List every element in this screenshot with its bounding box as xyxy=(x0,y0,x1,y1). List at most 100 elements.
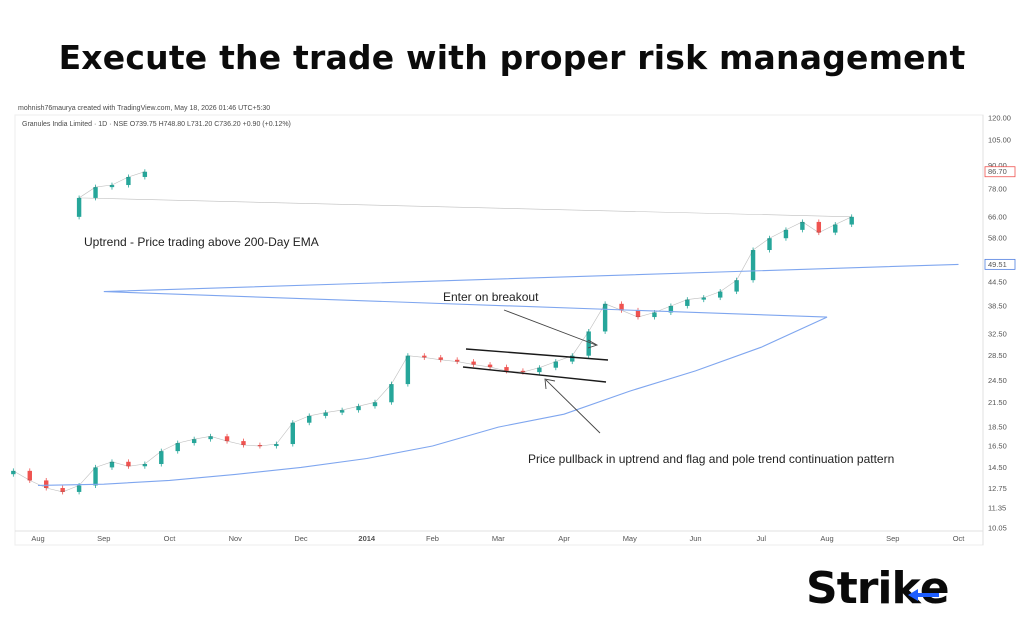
candle-body xyxy=(76,197,82,217)
candle-body xyxy=(109,461,115,468)
candle-body xyxy=(685,299,690,306)
x-tick-label: Sep xyxy=(886,534,899,543)
candle-body xyxy=(504,367,509,371)
logo-text-end: e xyxy=(919,563,950,614)
y-tick-label: 24.50 xyxy=(988,376,1007,385)
y-tick-label: 38.50 xyxy=(988,301,1007,310)
y-tick-label: 28.50 xyxy=(988,351,1007,360)
candle-body xyxy=(44,480,49,489)
candle-body xyxy=(159,451,164,465)
candle-body xyxy=(734,280,739,292)
uptrend-annotation: Uptrend - Price trading above 200-Day EM… xyxy=(84,235,319,249)
x-tick-label: 2014 xyxy=(358,534,376,543)
x-tick-label: Oct xyxy=(164,534,177,543)
candle-body xyxy=(537,367,542,373)
candle-body xyxy=(11,470,16,475)
candle-body xyxy=(783,229,789,239)
candle-body xyxy=(767,238,772,251)
candle-body xyxy=(652,312,657,318)
candle-body xyxy=(635,310,641,318)
candle-body xyxy=(323,412,328,416)
candle-body xyxy=(471,361,476,365)
candle-body xyxy=(487,364,493,368)
flag-lower-trendline xyxy=(462,366,607,383)
y-tick-label: 78.00 xyxy=(988,185,1007,194)
y-tick-label: 12.75 xyxy=(988,484,1007,493)
x-tick-label: Nov xyxy=(229,534,243,543)
x-tick-label: Feb xyxy=(426,534,439,543)
time-axis: Aug Sep Oct Nov Dec 2014 Feb Mar Apr May Jun Jul Aug… xyxy=(31,534,965,543)
ema-value-tag: 49.51 xyxy=(984,258,1016,270)
candle-body xyxy=(816,221,822,233)
candle-body xyxy=(717,291,723,298)
pullback-arrow xyxy=(544,378,601,434)
ema-200-line xyxy=(37,263,959,486)
x-tick-label: Aug xyxy=(820,534,833,543)
symbol-info: Granules India Limited · 1D · NSE O739.7… xyxy=(22,121,291,128)
candle-body xyxy=(422,355,427,358)
logo-text-k: k xyxy=(891,563,921,614)
flag-pattern xyxy=(462,348,609,383)
y-tick-label: 10.05 xyxy=(988,524,1007,533)
candle-body xyxy=(405,355,411,385)
x-tick-label: May xyxy=(623,534,637,543)
candle-body xyxy=(553,361,559,368)
y-tick-label: 66.00 xyxy=(988,212,1007,221)
candle-body xyxy=(191,439,197,444)
candle-body xyxy=(833,224,838,233)
y-tick-label: 21.50 xyxy=(988,398,1007,407)
strike-logo: Strike xyxy=(806,563,950,614)
candle-body xyxy=(126,176,131,186)
y-tick-label: 105.00 xyxy=(988,136,1011,145)
candle-body xyxy=(356,406,361,411)
x-tick-label: Dec xyxy=(294,534,308,543)
candle-body xyxy=(454,359,460,362)
candle-body xyxy=(93,467,98,486)
x-tick-label: Sep xyxy=(97,534,110,543)
candle-body xyxy=(93,187,98,198)
candle-body xyxy=(76,485,82,492)
y-tick-label: 14.50 xyxy=(988,463,1007,472)
candle-body xyxy=(389,384,394,403)
candle-body xyxy=(274,444,279,447)
price-series-line xyxy=(13,171,852,493)
y-tick-label: 32.50 xyxy=(988,329,1007,338)
candle-body xyxy=(339,410,345,413)
logo-text-start: Stri xyxy=(806,563,893,614)
candle-body xyxy=(257,445,263,447)
tradingview-credit: mohnish76maurya created with TradingView… xyxy=(18,105,270,112)
candle-body xyxy=(175,443,180,452)
y-tick-label: 90.00 xyxy=(988,161,1007,170)
ema-value-label: 49.51 xyxy=(988,260,1007,269)
candle-body xyxy=(438,357,443,360)
x-tick-label: Mar xyxy=(492,534,505,543)
x-tick-label: Jun xyxy=(689,534,701,543)
pullback-annotation: Price pullback in uptrend and flag and p… xyxy=(528,452,894,466)
breakout-annotation: Enter on breakout xyxy=(443,290,539,304)
candle-body xyxy=(570,355,575,362)
arrow-left-icon xyxy=(907,589,939,601)
candle-body xyxy=(619,303,624,311)
candle-body xyxy=(750,250,756,281)
chart-frame xyxy=(14,114,984,546)
y-tick-label: 44.50 xyxy=(988,278,1007,287)
x-tick-label: Apr xyxy=(558,534,570,543)
y-tick-label: 16.50 xyxy=(988,442,1007,451)
candle-body xyxy=(307,415,312,423)
flag-upper-trendline xyxy=(465,348,609,361)
candle-body xyxy=(142,464,148,467)
breakout-arrow xyxy=(503,309,599,349)
candle-body xyxy=(126,461,131,467)
candle-body xyxy=(668,305,674,313)
candle-body xyxy=(520,370,526,373)
price-axis: 10.05 11.35 12.75 14.50 16.50 18.50 21.50 24.50… xyxy=(988,114,1011,533)
candle-body xyxy=(241,441,246,446)
candle-body xyxy=(142,171,148,177)
headline: Execute the trade with proper risk manag… xyxy=(58,38,966,77)
last-price-label: 86.70 xyxy=(988,167,1007,176)
candle-body xyxy=(290,422,295,445)
candle-body xyxy=(224,436,230,442)
y-tick-label: 11.35 xyxy=(988,503,1006,512)
candle-body xyxy=(27,470,32,481)
